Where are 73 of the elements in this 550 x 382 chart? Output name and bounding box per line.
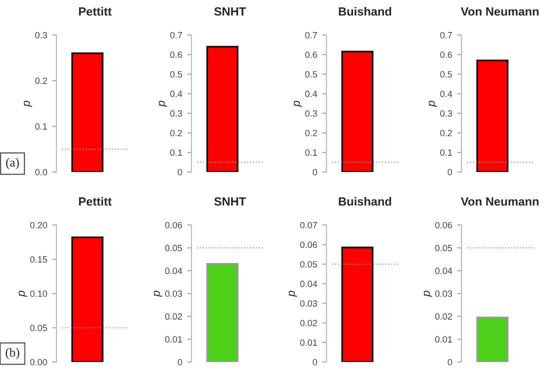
y-tick-label: 0.7 [170, 32, 182, 38]
y-tick-label: 0.5 [440, 71, 452, 78]
y-tick-label: 0.10 [30, 290, 48, 297]
chart-title: Von Neumann [460, 7, 539, 16]
y-tick-label: 0.3 [305, 110, 318, 117]
y-tick-label: 0.02 [300, 320, 317, 326]
y-tick-label: 0 [178, 358, 182, 366]
y-tick-label: 0 [312, 168, 318, 176]
y-tick-label: 0.6 [440, 52, 452, 58]
y-tick-label: 0 [312, 358, 318, 366]
chart-title: SNHT [214, 7, 246, 16]
y-tick-label: 0.05 [165, 244, 182, 252]
y-tick-label: 0.2 [305, 130, 317, 136]
y-tick-label: 0.4 [170, 90, 182, 98]
y-tick-label: 0.20 [30, 222, 48, 228]
y-tick-label: 0.0 [35, 168, 48, 176]
y-tick-label: 0.04 [300, 280, 318, 288]
y-tick-label: 0.05 [300, 261, 318, 268]
y-tick-label: 0.5 [305, 71, 318, 78]
y-tick-label: 0.2 [440, 130, 452, 136]
y-tick-label: 0.05 [435, 244, 452, 252]
y-tick-label: 0.03 [300, 300, 318, 307]
y-tick-label: 0.3 [440, 110, 452, 117]
chart-title: Pettitt [79, 197, 112, 206]
y-tick-label: 0.01 [300, 339, 317, 346]
y-tick-label: 0.02 [435, 313, 452, 320]
y-tick-label: 0.15 [30, 256, 48, 263]
y-tick-label: 0.02 [165, 313, 182, 320]
y-axis-title: p [158, 100, 168, 107]
y-tick-label: 0.7 [440, 32, 452, 38]
y-tick-label: 0.01 [435, 336, 452, 343]
y-tick-label: 0 [448, 168, 452, 176]
y-tick-label: 0.01 [165, 336, 182, 343]
y-tick-label: 0.7 [305, 32, 317, 38]
y-axis-title: p [294, 100, 302, 107]
chart-title: Buishand [338, 197, 392, 206]
y-tick-label: 0.1 [35, 123, 47, 130]
y-tick-label: 0.00 [30, 358, 48, 366]
y-axis-title: p [428, 100, 438, 107]
y-tick-label: 0.6 [305, 52, 318, 58]
y-tick-label: 0.03 [165, 290, 182, 297]
y-tick-label: 0.4 [440, 90, 452, 98]
y-tick-label: 0.04 [435, 268, 452, 274]
y-tick-label: 0 [448, 358, 452, 366]
chart-title: Pettitt [79, 7, 112, 16]
y-axis-title: p [24, 100, 32, 107]
y-tick-label: 0.1 [305, 149, 317, 156]
y-axis-title: p [424, 290, 432, 297]
y-tick-label: 0.2 [170, 130, 182, 136]
y-tick-label: 0.06 [435, 222, 452, 228]
y-tick-label: 0.1 [440, 149, 452, 156]
y-axis-title: p [154, 290, 162, 297]
chart-title: Buishand [338, 7, 392, 16]
y-tick-label: 0.6 [170, 52, 182, 58]
y-tick-label: 0.2 [35, 78, 47, 84]
y-tick-label: 0.4 [305, 90, 318, 98]
y-axis-title: p [288, 290, 298, 297]
y-tick-label: 0 [178, 168, 182, 176]
text: (b) [6, 348, 20, 360]
y-tick-label: 0.1 [170, 149, 182, 156]
y-tick-label: 0.03 [435, 290, 452, 297]
y-tick-label: 0.06 [165, 222, 182, 228]
y-axis-title: p [18, 290, 28, 297]
y-tick-label: 0.06 [300, 242, 318, 248]
y-tick-label: 0.04 [165, 268, 182, 274]
text: (a) [6, 158, 19, 170]
y-tick-label: 0.07 [300, 222, 317, 228]
chart-title: SNHT [214, 197, 246, 206]
y-tick-label: 0.5 [170, 71, 182, 78]
y-tick-label: 0.05 [30, 324, 48, 332]
chart-title: Von Neumann [460, 197, 539, 206]
y-tick-label: 0.3 [170, 110, 182, 117]
y-tick-label: 0.3 [35, 32, 48, 38]
